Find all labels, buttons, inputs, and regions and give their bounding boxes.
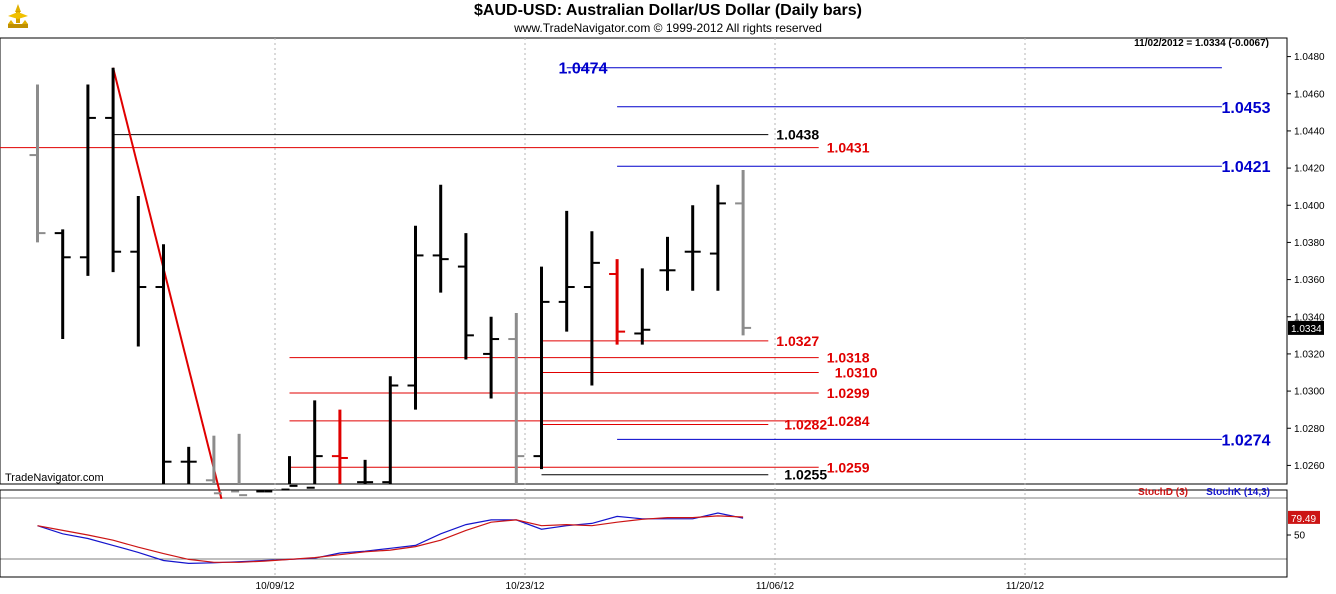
ohlc-bar (558, 210, 575, 332)
chart-title: $AUD-USD: Australian Dollar/US Dollar (D… (474, 2, 862, 19)
ohlc-bar (659, 236, 676, 291)
y-tick-label: 1.0320 (1294, 349, 1325, 360)
legend-stochd: StochD (3) (1138, 487, 1188, 498)
ohlc-bar (155, 244, 172, 484)
ohlc-bar (634, 268, 651, 345)
level-label: 1.0421 (1222, 159, 1271, 176)
y-tick-label: 1.0400 (1294, 201, 1325, 212)
ohlc-bar (231, 433, 248, 497)
y-tick-label: 1.0260 (1294, 461, 1325, 472)
ohlc-bar (180, 446, 197, 484)
y-tick-label: 1.0380 (1294, 238, 1325, 249)
stoch-current-label: 79.49 (1291, 514, 1316, 525)
y-tick-label: 1.0440 (1294, 126, 1325, 137)
stoch-series-line (37, 515, 744, 563)
ohlc-bar (583, 231, 600, 386)
x-tick-label: 10/09/12 (256, 581, 295, 592)
ohlc-bar (306, 400, 323, 489)
y-tick-label: 1.0360 (1294, 275, 1325, 286)
trade-navigator-logo-icon (8, 4, 28, 28)
level-label: 1.0453 (1222, 100, 1271, 117)
ohlc-bar (281, 456, 298, 491)
y-tick-label: 1.0300 (1294, 387, 1325, 398)
ohlc-bar (483, 316, 500, 399)
current-price-label: 1.0334 (1291, 324, 1322, 335)
level-label: 1.0318 (827, 350, 870, 366)
chart-background (0, 37, 1288, 578)
price-panel-border (0, 37, 1288, 485)
ohlc-bar (105, 67, 122, 273)
watermark-text: TradeNavigator.com (5, 472, 104, 484)
level-label: 1.0282 (784, 417, 827, 433)
ohlc-bar (609, 259, 626, 345)
stoch-current-box (1288, 510, 1320, 524)
price-bars (29, 67, 752, 497)
trendline (112, 67, 223, 500)
axes: 10/09/12 10/23/12 11/06/12 11/20/12 1.0260 1.… (256, 52, 1325, 592)
legend-stochk: StochK (14,3) (1206, 487, 1270, 498)
last-quote-label: 11/02/2012 = 1.0334 (-0.0067) (1134, 38, 1269, 49)
ohlc-bar (735, 169, 752, 336)
ohlc-bar (684, 205, 701, 291)
ohlc-bar (54, 229, 71, 340)
level-label: 1.0284 (827, 413, 870, 429)
ohlc-bar (130, 195, 147, 347)
ohlc-bar (382, 376, 399, 484)
ohlc-bar (256, 490, 273, 493)
x-tick-label: 10/23/12 (506, 581, 545, 592)
ohlc-bar (331, 409, 348, 484)
x-tick-label: 11/20/12 (1006, 581, 1045, 592)
ohlc-bar (709, 184, 726, 291)
chart-subtitle: www.TradeNavigator.com © 1999-2012 All r… (514, 21, 822, 35)
ohlc-bar (29, 84, 46, 243)
ohlc-bar (508, 313, 525, 484)
y-tick-label: 1.0280 (1294, 424, 1325, 435)
level-label: 1.0299 (827, 385, 870, 401)
trendline-segment (112, 67, 223, 500)
level-label: 1.0274 (1222, 432, 1271, 449)
ohlc-bar (432, 184, 449, 293)
y-tick-label: 1.0460 (1294, 89, 1325, 100)
x-tick-label: 11/06/12 (756, 581, 795, 592)
level-label: 1.0431 (827, 140, 870, 156)
level-label: 1.0438 (776, 127, 819, 143)
y-tick-label: 1.0480 (1294, 52, 1325, 63)
level-label: 1.0327 (776, 333, 819, 349)
ohlc-bar (533, 266, 550, 470)
ohlc-bar (357, 459, 374, 484)
stochastic-panel: StochD (3) StochK (14,3) (37, 487, 1270, 565)
y-tick-label: 1.0420 (1294, 164, 1325, 175)
chart-header: $AUD-USD: Australian Dollar/US Dollar (D… (0, 0, 1336, 38)
y-tick-label: 1.0340 (1294, 312, 1325, 323)
ohlc-bar (457, 233, 474, 360)
level-label: 1.0259 (827, 459, 870, 475)
stoch-series-line (37, 512, 744, 565)
level-label: 1.0310 (835, 365, 878, 381)
ohlc-bar (407, 225, 424, 410)
stoch-y-tick-label: 50 (1294, 531, 1306, 542)
level-label: 1.0474 (559, 61, 608, 78)
level-label: 1.0255 (784, 467, 827, 483)
level-lines: 1.0474 1.0453 1.0438 1.0431 1.0421 1.0327 1.03… (0, 61, 1271, 483)
stochastic-panel-border (0, 489, 1288, 578)
ohlc-bar (205, 435, 222, 495)
current-price-box (1288, 320, 1324, 335)
ohlc-bar (79, 84, 96, 276)
